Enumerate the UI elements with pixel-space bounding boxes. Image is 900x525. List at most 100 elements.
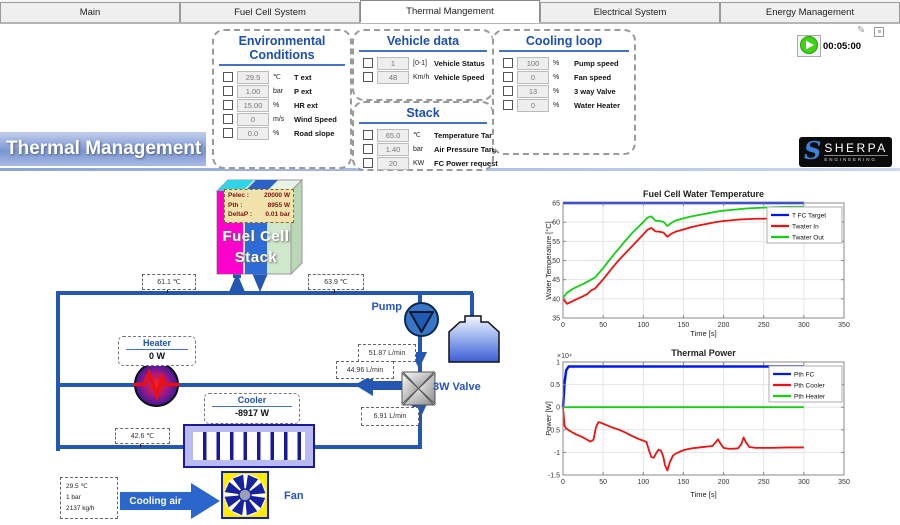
title-rule — [219, 64, 345, 66]
edit-icon[interactable]: ✎ — [857, 25, 866, 36]
pump-icon[interactable] — [403, 301, 440, 338]
svg-text:Pth Heater: Pth Heater — [794, 393, 826, 400]
chart-thermal-power: 0 50 100 150 200 250 300 350 -1.5 -1 -0.5 0 0.5 1 Ther… — [544, 348, 850, 499]
checkbox-hr-ext[interactable] — [223, 100, 233, 110]
tab-energy-management[interactable]: Energy Management — [720, 2, 900, 23]
svg-text:50: 50 — [599, 479, 607, 486]
input-vehicle-status[interactable]: 1 — [377, 56, 409, 70]
input-road-slope[interactable]: 0.0 — [237, 126, 269, 140]
sherpa-monogram: S — [804, 136, 822, 165]
arrow-left-bypass — [355, 374, 373, 396]
svg-text:35: 35 — [552, 316, 560, 323]
param-label: Road slope — [294, 128, 335, 138]
svg-text:100: 100 — [637, 322, 649, 329]
heater-icon[interactable] — [133, 361, 180, 408]
info-value: 20000 W — [263, 192, 290, 199]
input-vehicle-speed[interactable]: 48 — [377, 70, 409, 84]
sherpa-logo: S SHERPA ENGINEERING — [799, 137, 892, 167]
unit-label: % — [553, 59, 560, 67]
tab-electrical-system[interactable]: Electrical System — [540, 2, 720, 23]
svg-text:250: 250 — [758, 479, 770, 486]
param-row-vehicle-status: 1 [0-1] Vehicle Status — [354, 56, 492, 70]
tab-fuel-cell-system[interactable]: Fuel Cell System — [180, 2, 360, 23]
unit-label: % — [273, 101, 280, 109]
title-rule — [359, 50, 487, 52]
cooling-air-label: Cooling air — [129, 495, 182, 507]
checkbox-air-pressure-target[interactable] — [363, 144, 373, 154]
unit-label: ℃ — [273, 74, 281, 81]
chart-fuel-cell-water-temperature: 0 50 100 150 200 250 300 350 35 40 45 50 55 60 65 Fuel … — [544, 189, 850, 338]
param-label: Temperature Target — [434, 130, 504, 140]
checkbox-pump-speed[interactable] — [503, 58, 513, 68]
svg-text:Water Temperature [°C]: Water Temperature [°C] — [544, 221, 553, 299]
checkbox-wind-speed[interactable] — [223, 114, 233, 124]
param-row-road-slope: 0.0% Road slope — [214, 126, 350, 140]
checkbox-temperature-target[interactable] — [363, 130, 373, 140]
svg-text:50: 50 — [552, 258, 560, 265]
svg-text:Time [s]: Time [s] — [690, 490, 716, 499]
unit-label: Km/h — [413, 73, 430, 81]
svg-text:T FC Target: T FC Target — [792, 212, 826, 219]
tab-label: Energy Management — [765, 7, 855, 18]
input-3-way-valve[interactable]: 13 — [517, 84, 549, 98]
checkbox-vehicle-speed[interactable] — [363, 72, 373, 82]
svg-text:Fuel Cell Water Temperature: Fuel Cell Water Temperature — [643, 189, 764, 199]
tab-thermal-mangement[interactable]: Thermal Mangement — [360, 0, 540, 23]
checkbox-p-ext[interactable] — [223, 86, 233, 96]
svg-text:350: 350 — [838, 479, 850, 486]
cooling-air-arrow: Cooling air — [120, 492, 191, 510]
checkbox-3-way-valve[interactable] — [503, 86, 513, 96]
param-label: Vehicle Status — [434, 58, 485, 68]
unit-label: % — [273, 129, 280, 137]
svg-text:Twater Out: Twater Out — [792, 234, 824, 241]
three-way-valve-icon[interactable] — [400, 370, 437, 407]
svg-text:45: 45 — [552, 277, 560, 284]
play-button[interactable] — [797, 35, 821, 57]
cooler-value: -8917 W — [234, 408, 269, 418]
probe-tick — [334, 288, 335, 293]
input-pump-speed[interactable]: 100 — [517, 56, 549, 70]
checkbox-t-ext[interactable] — [223, 72, 233, 82]
param-label: Wind Speed — [294, 114, 337, 124]
svg-text:65: 65 — [552, 201, 560, 208]
fan-icon[interactable] — [221, 471, 269, 519]
param-label: Vehicle Speed — [434, 72, 485, 82]
arrow-up-stack-inlet — [229, 273, 245, 292]
input-fan-speed[interactable]: 0 — [517, 70, 549, 84]
checkbox-road-slope[interactable] — [223, 128, 233, 138]
probe-tick — [140, 442, 141, 447]
window-icon[interactable] — [874, 27, 884, 37]
checkbox-vehicle-status[interactable] — [363, 58, 373, 68]
param-label: Air Pressure Target — [434, 144, 504, 154]
input-hr-ext[interactable]: 15.00 — [237, 98, 269, 112]
checkbox-fc-power-request[interactable] — [363, 158, 373, 168]
param-row-temperature-target: 65.0 ℃ Temperature Target — [354, 128, 503, 142]
checkbox-water-heater[interactable] — [503, 100, 513, 110]
tab-label: Fuel Cell System — [234, 7, 306, 18]
input-fc-power-request[interactable]: 20 — [377, 156, 409, 170]
svg-text:Twater In: Twater In — [792, 223, 819, 230]
unit-label: ℃ — [413, 132, 421, 139]
measure-stack-outlet-temp: 63.9 ℃ — [308, 274, 364, 290]
input-temperature-target[interactable]: 65.0 — [377, 128, 409, 142]
checkbox-fan-speed[interactable] — [503, 72, 513, 82]
input-p-ext[interactable]: 1.00 — [237, 84, 269, 98]
pipe-tank-drop — [470, 293, 474, 322]
input-wind-speed[interactable]: 0 — [237, 112, 269, 126]
param-label: Water Heater — [574, 100, 620, 110]
svg-text:200: 200 — [718, 479, 730, 486]
tab-main[interactable]: Main — [0, 2, 180, 23]
measure-bypass-flow: 44.96 L/min — [336, 361, 394, 379]
input-water-heater[interactable]: 0 — [517, 98, 549, 112]
sim-timer: 00:05:00 — [823, 41, 862, 52]
heater-readout: Heater 0 W — [118, 336, 196, 366]
cooler-readout: Cooler -8917 W — [204, 393, 300, 424]
param-row-3-way-valve: 13% 3 way Valve — [494, 84, 634, 98]
title-rule — [359, 122, 487, 124]
param-row-hr-ext: 15.00% HR ext — [214, 98, 350, 112]
param-row-p-ext: 1.00 bar P ext — [214, 84, 350, 98]
stack-label-line1: Fuel Cell — [222, 228, 290, 245]
input-air-pressure-target[interactable]: 1.40 — [377, 142, 409, 156]
svg-text:150: 150 — [678, 479, 690, 486]
input-t-ext[interactable]: 29.5 — [237, 70, 269, 84]
